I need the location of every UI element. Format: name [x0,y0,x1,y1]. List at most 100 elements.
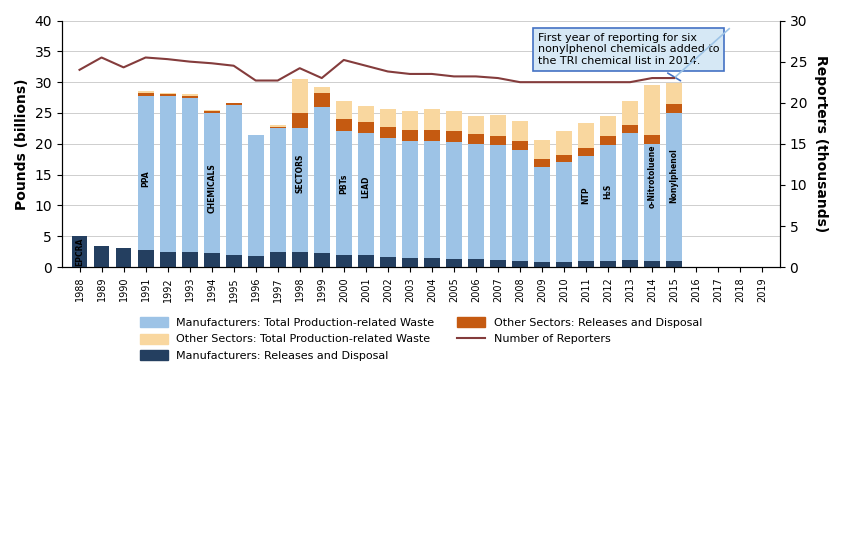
Bar [666,104,682,113]
Bar [578,156,594,261]
Bar [226,102,242,103]
Bar [336,101,352,119]
Bar [622,260,638,267]
Bar [137,96,153,250]
Bar [556,155,572,162]
Y-axis label: Pounds (billions): Pounds (billions) [15,78,29,209]
Bar [336,131,352,255]
Bar [556,262,572,267]
Bar [182,95,197,96]
Bar [314,253,330,267]
Bar [380,138,395,257]
Bar [666,84,682,104]
Bar [534,167,550,262]
Text: NTP: NTP [582,187,591,204]
Bar [446,131,462,142]
Bar [270,125,286,126]
Bar [424,258,440,267]
Bar [446,259,462,267]
Bar [292,129,308,252]
Bar [270,252,286,267]
Bar [159,96,175,252]
Bar [424,109,440,130]
Bar [490,136,506,145]
Bar [468,259,484,267]
Bar [248,135,264,256]
Bar [182,96,197,97]
Bar [490,145,506,260]
Text: Nonylphenol: Nonylphenol [669,148,679,203]
Bar [314,93,330,107]
Bar [358,255,373,267]
Bar [358,122,373,133]
Bar [182,252,197,267]
Bar [512,150,528,261]
Bar [115,248,132,267]
Bar [270,126,286,129]
Bar [402,141,418,258]
Bar [270,129,286,252]
Bar [622,133,638,260]
Bar [424,130,440,141]
Bar [226,255,242,267]
Bar [137,91,153,92]
Bar [204,111,219,113]
Text: SECTORS: SECTORS [295,153,304,193]
Bar [292,79,308,113]
Bar [402,130,418,141]
Bar [534,262,550,267]
Bar [204,253,219,267]
Bar [600,145,616,261]
Bar [600,261,616,267]
Bar [402,258,418,267]
Bar [556,162,572,262]
Text: PPA: PPA [141,170,150,187]
Bar [534,140,550,159]
Bar [336,255,352,267]
Bar [468,116,484,134]
Text: H₂S: H₂S [604,184,613,199]
Bar [446,142,462,259]
Bar [137,92,153,96]
Bar [424,141,440,258]
Bar [556,131,572,155]
Bar [468,144,484,259]
Bar [446,111,462,131]
Bar [94,246,110,267]
Bar [534,159,550,167]
Bar [622,125,638,133]
Bar [292,113,308,129]
Bar [226,105,242,255]
Bar [204,110,219,111]
Bar [182,97,197,252]
Bar [490,260,506,267]
Bar [578,261,594,267]
Bar [512,121,528,141]
Bar [314,87,330,93]
Bar [644,144,660,261]
Bar [644,85,660,135]
Bar [72,236,88,267]
Bar [248,256,264,267]
Bar [644,261,660,267]
Bar [622,101,638,125]
Y-axis label: Reporters (thousands): Reporters (thousands) [814,55,828,232]
Bar [358,133,373,255]
Bar [666,261,682,267]
Bar [137,250,153,267]
Bar [226,103,242,105]
Text: o-Nitrotoluene: o-Nitrotoluene [647,144,657,208]
Text: PBTs: PBTs [339,174,348,194]
Text: LEAD: LEAD [362,175,370,198]
Bar [468,134,484,144]
Text: First year of reporting for six
nonylphenol chemicals added to
the TRI chemical : First year of reporting for six nonylphe… [538,33,719,81]
Bar [578,148,594,156]
Bar [402,111,418,130]
Legend: Manufacturers: Total Production-related Waste, Other Sectors: Total Production-r: Manufacturers: Total Production-related … [136,313,706,365]
Bar [159,92,175,94]
Bar [204,113,219,253]
Text: CHEMICALS: CHEMICALS [207,164,216,213]
Bar [644,135,660,144]
Bar [292,252,308,267]
Bar [600,116,616,136]
